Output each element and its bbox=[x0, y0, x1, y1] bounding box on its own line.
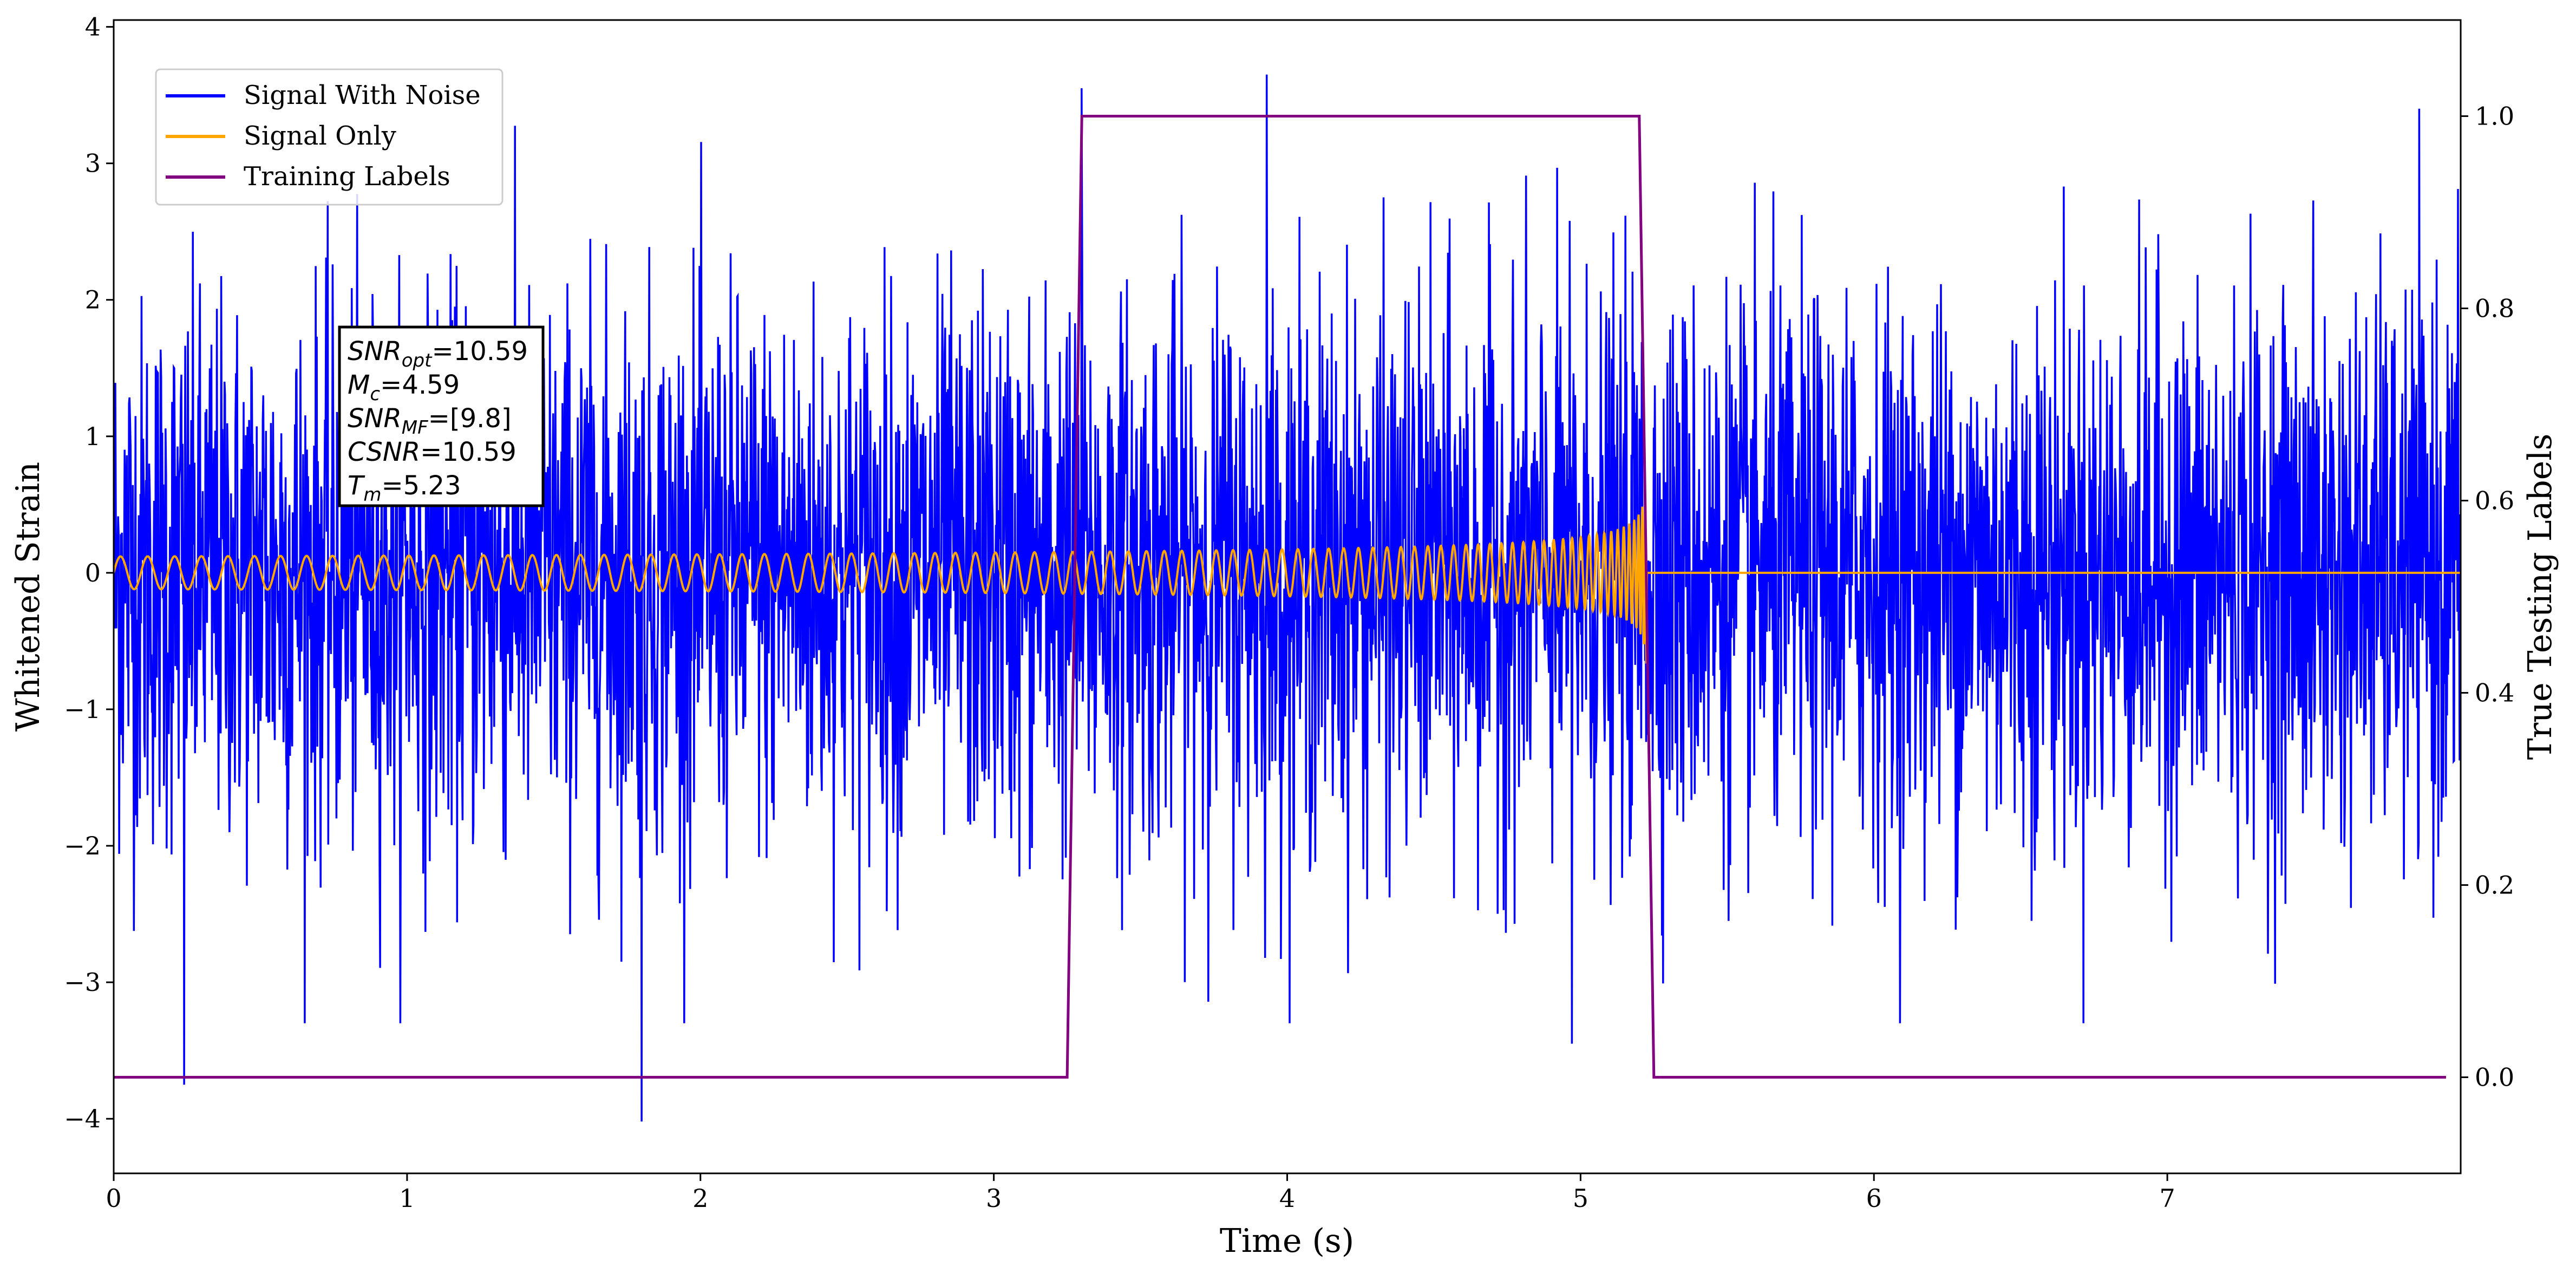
y-right-tick-label: 0.4 bbox=[2475, 678, 2514, 708]
legend-frame bbox=[155, 68, 504, 206]
legend-label-signal-only: Signal Only bbox=[244, 121, 396, 151]
x-tick-label: 4 bbox=[1279, 1184, 1295, 1213]
series-signal-only bbox=[114, 497, 2461, 664]
x-axis-title: Time (s) bbox=[1220, 1222, 1354, 1260]
x-tick-label: 2 bbox=[692, 1184, 708, 1213]
y-left-tick-label: 4 bbox=[85, 12, 101, 42]
x-tick-label: 6 bbox=[1866, 1184, 1882, 1213]
x-tick-label: 7 bbox=[2159, 1184, 2175, 1213]
annotation-box: SNRopt=10.59 Mc=4.59 SNRMF=[9.8] CSNR=10… bbox=[338, 325, 545, 507]
x-axis: 0 1 2 3 4 5 6 7 bbox=[106, 1173, 2175, 1213]
x-tick-label: 5 bbox=[1573, 1184, 1588, 1213]
x-tick-label: 1 bbox=[399, 1184, 415, 1213]
legend: Signal With Noise Signal Only Training L… bbox=[155, 68, 504, 206]
y-left-tick-label: 0 bbox=[85, 558, 101, 587]
y-axis-left: −4 −3 −2 −1 0 1 2 3 4 bbox=[64, 12, 114, 1133]
y-left-tick-label: −1 bbox=[64, 695, 101, 724]
y-left-tick-label: −2 bbox=[64, 831, 101, 860]
series-training-labels bbox=[114, 115, 2446, 1079]
y-left-tick-label: 1 bbox=[85, 422, 101, 451]
x-tick-label: 3 bbox=[986, 1184, 1002, 1213]
y-axis-left-title: Whitened Strain bbox=[9, 462, 47, 732]
y-right-tick-label: 0.0 bbox=[2475, 1063, 2514, 1092]
y-left-tick-label: −4 bbox=[64, 1104, 101, 1133]
annotation-line-snr-mf: SNRMF=[9.8] bbox=[348, 403, 512, 439]
y-left-tick-label: 3 bbox=[85, 149, 101, 178]
series-signal-with-noise bbox=[114, 74, 2461, 1122]
legend-label-training-labels: Training Labels bbox=[244, 161, 450, 192]
y-left-tick-label: 2 bbox=[85, 285, 101, 315]
x-tick-label: 0 bbox=[106, 1184, 121, 1213]
y-right-tick-label: 0.8 bbox=[2475, 294, 2514, 323]
annotation-line-mc: Mc=4.59 bbox=[348, 370, 460, 405]
annotation-line-snr-opt: SNRopt=10.59 bbox=[348, 336, 528, 371]
annotation-frame bbox=[338, 325, 545, 507]
series-layer bbox=[114, 74, 2461, 1122]
y-left-tick-label: −3 bbox=[64, 968, 101, 997]
y-right-tick-label: 0.2 bbox=[2475, 871, 2514, 900]
annotation-line-tm: Tm=5.23 bbox=[348, 471, 461, 506]
y-right-tick-label: 1.0 bbox=[2475, 102, 2514, 131]
annotation-line-csnr: CSNR=10.59 bbox=[348, 437, 516, 467]
legend-label-signal-with-noise: Signal With Noise bbox=[244, 80, 481, 110]
y-right-tick-label: 0.6 bbox=[2475, 486, 2514, 515]
y-axis-right-title: True Testing Labels bbox=[2521, 434, 2559, 760]
y-axis-right: 0.0 0.2 0.4 0.6 0.8 1.0 bbox=[2461, 102, 2514, 1092]
